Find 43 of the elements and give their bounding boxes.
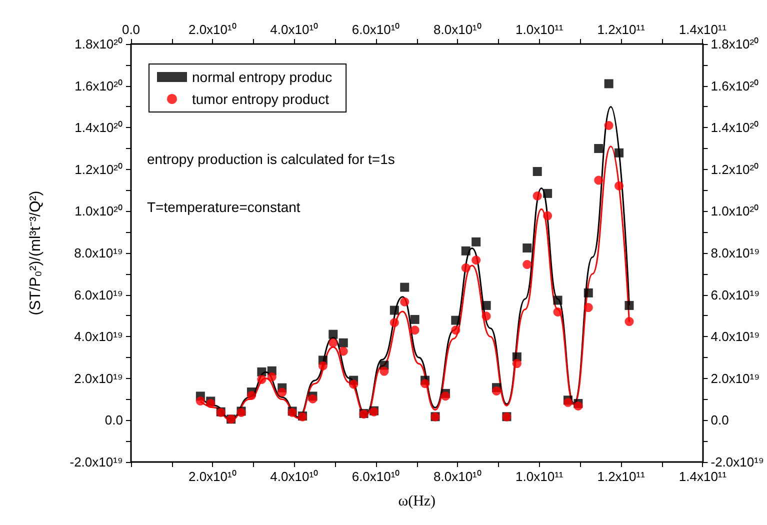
x2-tick-label: 2.0x10¹⁰ <box>188 22 237 37</box>
y2-tick-label: 8.0x10¹⁹ <box>710 246 760 260</box>
x2-tick-label: 1.4x10¹¹ <box>678 22 728 37</box>
y2-tick-label: 1.8x10²⁰ <box>710 36 760 52</box>
y2-tick-label: 1.4x10²⁰ <box>710 120 760 136</box>
x-tick-label: 8.0x10¹⁰ <box>434 469 482 484</box>
legend-label: tumor entropy product <box>192 91 330 107</box>
x2-tick-label: 1.2x10¹¹ <box>597 22 646 37</box>
y-tick-label: 6.0x10¹⁹ <box>74 287 123 302</box>
x-tick-label: 2.0x10¹⁰ <box>188 469 237 484</box>
y-tick-label: 2.0x10¹⁹ <box>74 370 123 386</box>
x-tick-label: 6.0x10¹⁰ <box>352 469 400 484</box>
y2-tick-label: 2.0x10¹⁹ <box>710 370 760 386</box>
x2-tick-label: 8.0x10¹⁰ <box>434 22 482 37</box>
x-axis-title: ω(Hz) <box>398 494 436 510</box>
x2-tick-label: 1.0x10¹¹ <box>516 22 564 37</box>
x2-tick-label: 6.0x10¹⁰ <box>352 22 400 37</box>
x-tick-label: 1.4x10¹¹ <box>678 469 728 484</box>
x-tick-label: 1.0x10¹¹ <box>516 469 564 484</box>
y2-tick-label: 1.2x10²⁰ <box>710 162 760 177</box>
y-tick-label: 1.2x10²⁰ <box>74 162 123 177</box>
annotation: T=temperature=constant <box>147 199 300 215</box>
y-tick-label: 0.0 <box>104 412 123 428</box>
x-tick-label: 1.2x10¹¹ <box>597 469 646 484</box>
y-tick-label: -2.0x10¹⁹ <box>70 454 123 470</box>
y-tick-label: 1.6x10²⁰ <box>74 78 123 94</box>
annotation: entropy production is calculated for t=1s <box>147 151 395 167</box>
y2-tick-label: 4.0x10¹⁹ <box>710 329 760 344</box>
x2-tick-label: 0.0 <box>122 22 140 37</box>
y-tick-label: 1.8x10²⁰ <box>74 36 123 52</box>
y2-tick-label: 6.0x10¹⁹ <box>710 287 760 302</box>
y2-tick-label: 1.6x10²⁰ <box>710 78 760 94</box>
y-tick-label: 4.0x10¹⁹ <box>74 329 123 344</box>
y-axis-title: (ST/P₀²)/(ml³t⁻³/Q²) <box>27 190 44 316</box>
y-tick-label: 1.4x10²⁰ <box>74 120 123 136</box>
y-tick-label: 8.0x10¹⁹ <box>74 246 123 260</box>
legend-label: normal entropy produc <box>192 69 332 85</box>
x-tick-label: 4.0x10¹⁰ <box>270 469 319 484</box>
y2-tick-label: 1.0x10²⁰ <box>710 204 760 219</box>
y2-tick-label: -2.0x10¹⁹ <box>710 454 764 470</box>
x2-tick-label: 4.0x10¹⁰ <box>270 22 319 37</box>
y2-tick-label: 0.0 <box>710 412 729 428</box>
y-tick-label: 1.0x10²⁰ <box>74 204 123 219</box>
